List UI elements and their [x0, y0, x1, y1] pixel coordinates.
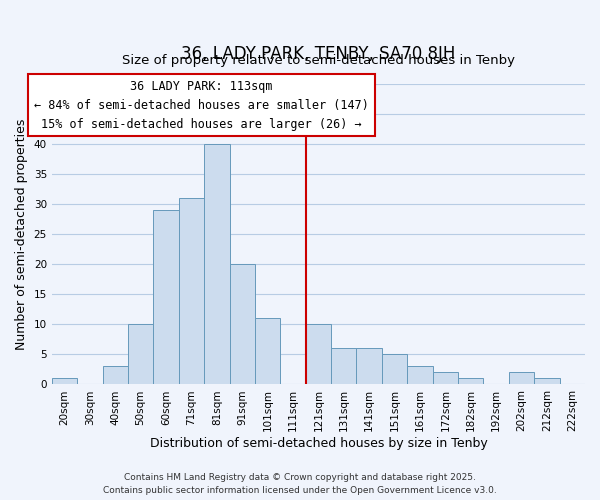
Bar: [204, 144, 230, 384]
Bar: [382, 354, 407, 384]
Bar: [255, 318, 280, 384]
Bar: [103, 366, 128, 384]
Bar: [458, 378, 484, 384]
Bar: [52, 378, 77, 384]
Bar: [128, 324, 154, 384]
Text: Size of property relative to semi-detached houses in Tenby: Size of property relative to semi-detach…: [122, 54, 515, 68]
Bar: [433, 372, 458, 384]
Text: Contains HM Land Registry data © Crown copyright and database right 2025.
Contai: Contains HM Land Registry data © Crown c…: [103, 474, 497, 495]
Title: 36, LADY PARK, TENBY, SA70 8JH: 36, LADY PARK, TENBY, SA70 8JH: [181, 45, 455, 63]
Bar: [534, 378, 560, 384]
Bar: [509, 372, 534, 384]
Bar: [356, 348, 382, 384]
Text: 36 LADY PARK: 113sqm
← 84% of semi-detached houses are smaller (147)
15% of semi: 36 LADY PARK: 113sqm ← 84% of semi-detac…: [34, 80, 369, 130]
X-axis label: Distribution of semi-detached houses by size in Tenby: Distribution of semi-detached houses by …: [149, 437, 487, 450]
Y-axis label: Number of semi-detached properties: Number of semi-detached properties: [15, 118, 28, 350]
Bar: [306, 324, 331, 384]
Bar: [407, 366, 433, 384]
Bar: [179, 198, 204, 384]
Bar: [154, 210, 179, 384]
Bar: [331, 348, 356, 384]
Bar: [230, 264, 255, 384]
